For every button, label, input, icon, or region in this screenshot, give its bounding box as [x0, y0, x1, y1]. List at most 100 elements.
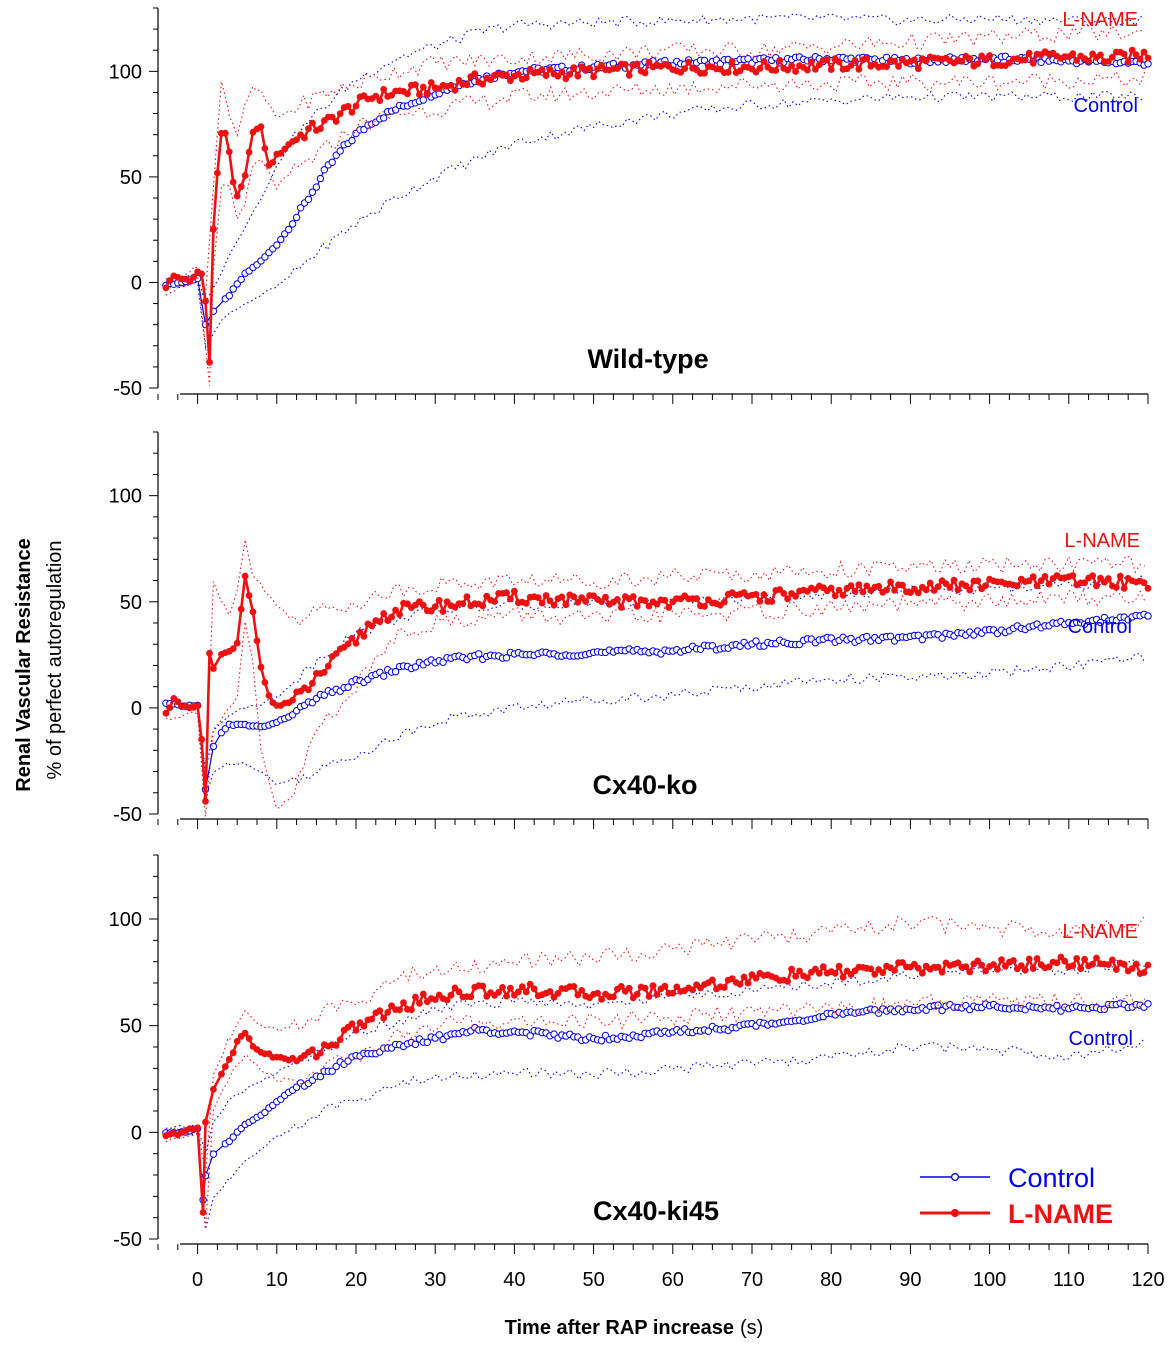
lname-point [1128, 965, 1136, 972]
lname-point [756, 598, 764, 605]
lname-point [506, 77, 514, 85]
lname-point [740, 973, 748, 981]
lname-point [891, 586, 898, 594]
lname-point [883, 63, 890, 71]
lname-point [1017, 962, 1025, 969]
lname-point [562, 601, 570, 609]
lname-point [835, 58, 843, 66]
lname-point [1033, 582, 1041, 590]
lname-point [1120, 960, 1128, 968]
lname-tag-wild-type: L-NAME [1062, 9, 1138, 31]
legend-control-label: Control [1008, 1163, 1095, 1193]
lname-point [301, 134, 308, 142]
lname-point [554, 990, 562, 997]
lname-point [431, 603, 439, 610]
lname-point [237, 605, 245, 613]
lname-point [1029, 965, 1037, 972]
control-point [380, 672, 388, 680]
lname-point [225, 148, 233, 156]
panel-title-cx40-ko: Cx40-ko [592, 770, 697, 800]
lname-point [974, 577, 982, 585]
lname-point [1025, 577, 1033, 585]
lname-point [305, 125, 312, 133]
lname-point [669, 989, 677, 997]
lname-point [562, 75, 570, 83]
lname-point [899, 959, 906, 966]
lname-point [998, 956, 1005, 963]
control-point [273, 241, 281, 249]
lname-point [348, 109, 356, 116]
lname-point [198, 270, 206, 278]
lname-point [823, 56, 831, 64]
lname-point [784, 595, 791, 603]
control-point [261, 1108, 269, 1117]
lname-point [701, 603, 708, 610]
lname-point [863, 55, 871, 62]
lname-point [360, 632, 368, 640]
control-point [526, 1032, 534, 1040]
lname-point [958, 58, 966, 65]
control-tag-cx40-ki45: Control [1069, 1028, 1133, 1050]
lname-point [202, 1118, 209, 1126]
lname-point [847, 582, 855, 590]
lname-point [483, 592, 491, 600]
lname-point [467, 993, 475, 1001]
lname-point [162, 284, 170, 292]
lname-point [479, 602, 487, 610]
y-tick-label: 0 [131, 698, 142, 720]
panel-wild-type: -50 0 50 100 Wild-type L-NAME Control [109, 7, 1152, 404]
lname-point [641, 984, 649, 992]
lname-point [629, 593, 637, 600]
lname-point [1013, 582, 1021, 590]
control-point [752, 637, 760, 645]
lname-point [875, 582, 883, 590]
lname-point [1109, 53, 1116, 61]
lname-point [423, 91, 431, 98]
lname-point [1010, 957, 1017, 964]
lname-point [522, 600, 530, 607]
lname-tag-cx40-ki45: L-NAME [1062, 921, 1138, 943]
lname-point [1128, 46, 1136, 54]
x-tick-label: 20 [345, 1269, 367, 1291]
control-point [360, 125, 368, 134]
lname-point [455, 988, 463, 996]
control-point [316, 174, 325, 183]
lname-point [209, 665, 217, 672]
lname-point [570, 64, 578, 71]
lname-point [914, 964, 922, 972]
lname-point [661, 596, 669, 604]
lname-sd-upper-band [165, 539, 1145, 783]
lname-point [463, 593, 471, 601]
lname-point [922, 57, 930, 65]
control-point [288, 220, 297, 228]
x-tick-label: 100 [973, 1269, 1006, 1291]
lname-point [772, 67, 780, 74]
lname-point [550, 601, 558, 609]
y-tick-label: -50 [113, 378, 142, 400]
lname-point [404, 90, 411, 98]
lname-point [744, 979, 752, 987]
lname-point [736, 67, 744, 75]
lname-point [1120, 584, 1128, 592]
lname-point [241, 572, 249, 580]
y-tick-label: 0 [131, 272, 142, 294]
lname-point [1136, 55, 1144, 63]
control-point [229, 1133, 237, 1141]
control-point [744, 55, 752, 63]
control-point [435, 1031, 443, 1039]
lname-point [388, 91, 396, 99]
lname-point [400, 999, 407, 1006]
lname-point [827, 584, 835, 592]
lname-point [229, 178, 237, 186]
lname-point [419, 83, 427, 91]
lname-point [633, 60, 641, 68]
lname-point [229, 645, 237, 652]
lname-point [495, 989, 503, 996]
lname-point [1069, 572, 1077, 579]
lname-point [411, 993, 419, 1001]
lname-point [693, 595, 700, 602]
lname-point [863, 582, 871, 590]
lname-point [625, 72, 633, 79]
lname-point [376, 618, 384, 626]
x-axis-title-bold: Time after RAP increase [505, 1317, 734, 1339]
